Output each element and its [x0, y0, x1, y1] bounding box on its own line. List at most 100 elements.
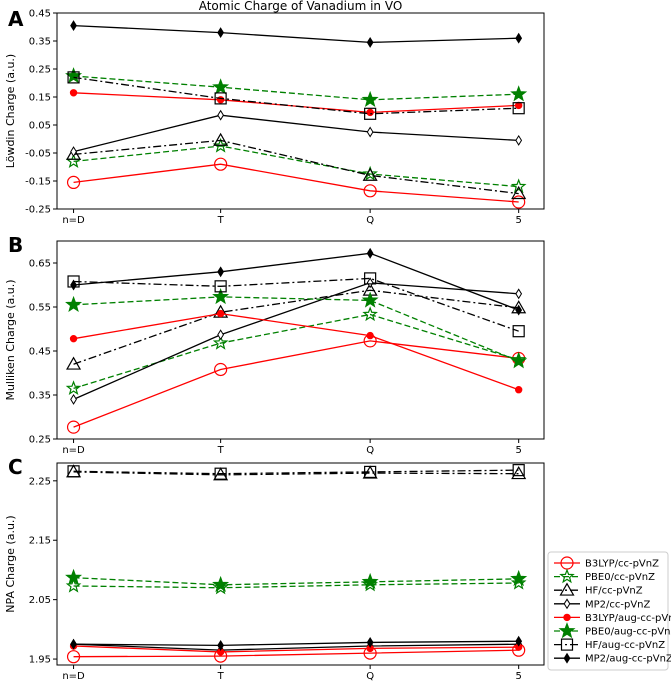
- legend-label: B3LYP/aug-cc-pVnZ: [585, 613, 671, 624]
- legend-label: HF/aug-cc-pVnZ: [585, 640, 665, 651]
- marker-open-triangle: [511, 465, 527, 480]
- series-line: [73, 92, 519, 114]
- legend-item: PBE0/cc-pVnZ: [554, 568, 655, 584]
- marker-open-star: [559, 568, 575, 584]
- marker-open-square: [512, 325, 525, 338]
- marker-open-square: [512, 102, 525, 115]
- legend-label: HF/cc-pVnZ: [585, 586, 643, 597]
- series-hf-aug-cc-pvnz: [67, 272, 525, 338]
- y-tick-label: 0.15: [29, 93, 51, 104]
- marker-filled-circle: [366, 331, 374, 340]
- series-pbe0-aug-cc-pvnz: [65, 67, 528, 108]
- x-tick-label: Q: [366, 445, 374, 456]
- marker-filled-diamond: [70, 279, 77, 291]
- y-tick-label: 0.45: [29, 347, 51, 358]
- legend-label: PBE0/cc-pVnZ: [585, 572, 655, 583]
- marker-filled-diamond: [563, 652, 571, 664]
- x-tick-label: n=D: [62, 215, 85, 226]
- series-line: [73, 75, 519, 101]
- x-tick-label: n=D: [62, 445, 85, 456]
- y-tick-label: 2.25: [29, 476, 51, 487]
- series-b3lyp-cc-pvnz: [66, 643, 526, 664]
- marker-filled-circle: [69, 89, 78, 97]
- series-mp2-cc-pvnz: [70, 109, 523, 158]
- marker-filled-diamond: [217, 639, 225, 651]
- series-mp2-aug-cc-pvnz: [70, 635, 523, 651]
- y-tick-label: 1.95: [29, 655, 51, 666]
- series-line: [73, 139, 519, 195]
- marker-filled-diamond: [217, 27, 225, 39]
- marker-open-square: [512, 464, 525, 477]
- marker-open-star: [362, 165, 378, 181]
- marker-open-square: [67, 71, 80, 84]
- series-pbe0-aug-cc-pvnz: [65, 568, 528, 593]
- plot-frame: [56, 12, 545, 210]
- chart-title: Atomic Charge of Vanadium in VO: [199, 0, 403, 13]
- marker-open-star: [212, 579, 229, 595]
- series-line: [73, 296, 519, 362]
- marker-open-diamond: [563, 598, 571, 610]
- marker-open-diamond: [70, 393, 77, 405]
- marker-open-triangle: [511, 185, 527, 200]
- marker-filled-star: [510, 352, 528, 369]
- series-line: [73, 471, 519, 476]
- marker-filled-diamond: [70, 20, 77, 32]
- marker-open-diamond: [217, 329, 225, 341]
- series-line: [73, 582, 519, 589]
- series-line: [73, 469, 519, 475]
- marker-filled-diamond: [515, 32, 523, 44]
- marker-open-star: [510, 574, 527, 590]
- series-b3lyp-cc-pvnz: [66, 157, 526, 209]
- series-pbe0-cc-pvnz: [65, 574, 527, 595]
- series-mp2-cc-pvnz: [70, 277, 523, 405]
- marker-filled-diamond: [217, 266, 225, 278]
- marker-filled-star: [361, 90, 379, 108]
- marker-filled-star: [361, 291, 379, 308]
- marker-open-square: [364, 272, 377, 285]
- marker-filled-star: [558, 622, 576, 639]
- y-tick-label: 0.65: [29, 259, 51, 270]
- series-line: [73, 24, 519, 44]
- marker-filled-diamond: [515, 304, 523, 316]
- marker-open-circle: [214, 362, 228, 377]
- marker-open-triangle: [66, 356, 82, 370]
- marker-open-star: [212, 137, 229, 153]
- y-axis-label: NPA Charge (a.u.): [4, 515, 17, 612]
- marker-filled-circle: [216, 309, 225, 318]
- x-tick-label: 5: [515, 671, 521, 682]
- plot-frame: [56, 462, 545, 666]
- y-tick-label: 0.25: [29, 435, 51, 446]
- marker-open-star: [510, 178, 527, 194]
- series-b3lyp-aug-cc-pvnz: [69, 309, 523, 394]
- series-line: [73, 645, 519, 653]
- legend: B3LYP/cc-pVnZ PBE0/cc-pVnZ HF/cc-pVnZ MP2/c…: [547, 551, 671, 671]
- y-tick-label: 0.05: [29, 121, 51, 132]
- marker-open-circle: [66, 175, 81, 189]
- series-hf-cc-pvnz: [66, 464, 527, 481]
- y-tick-label: 2.15: [29, 536, 51, 547]
- y-axis-label: Mulliken Charge (a.u.): [4, 279, 17, 400]
- legend-item: HF/aug-cc-pVnZ: [554, 638, 665, 651]
- series-hf-cc-pvnz: [66, 132, 527, 200]
- series-line: [73, 312, 519, 391]
- marker-open-square: [67, 465, 80, 478]
- panel-letter: B: [8, 233, 23, 257]
- series-mp2-aug-cc-pvnz: [70, 247, 523, 316]
- marker-open-diamond: [515, 288, 523, 300]
- series-b3lyp-cc-pvnz: [66, 334, 526, 434]
- marker-open-triangle: [559, 582, 575, 596]
- marker-filled-star: [510, 85, 528, 102]
- marker-open-triangle: [66, 146, 82, 160]
- series-line: [73, 643, 519, 651]
- marker-open-diamond: [70, 146, 77, 158]
- marker-open-circle: [363, 184, 377, 198]
- series-line: [73, 313, 519, 390]
- y-tick-label: -0.05: [25, 149, 51, 160]
- series-line: [73, 145, 519, 188]
- marker-open-star: [362, 576, 378, 592]
- marker-filled-star: [212, 78, 230, 95]
- marker-filled-star: [65, 568, 83, 585]
- marker-open-square: [364, 465, 377, 479]
- y-tick-label: 0.35: [29, 391, 51, 402]
- marker-filled-star: [65, 295, 83, 313]
